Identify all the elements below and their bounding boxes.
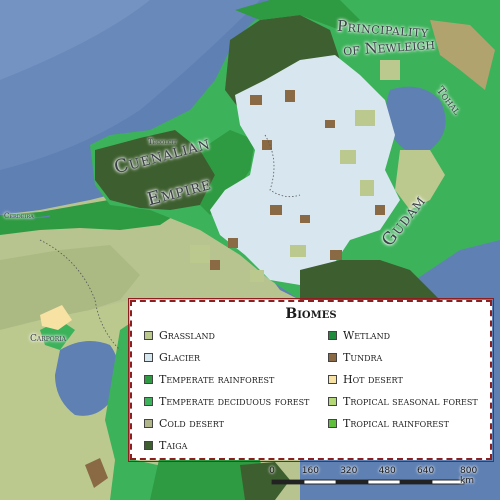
legend-title: Biomes bbox=[285, 306, 337, 322]
east-grassland bbox=[395, 150, 445, 210]
taiga-empire bbox=[95, 130, 215, 210]
legend-item: Grassland bbox=[144, 328, 215, 342]
legend-item: Hot desert bbox=[328, 372, 403, 386]
legend-item: Taiga bbox=[144, 438, 187, 452]
legend-swatch bbox=[144, 330, 153, 340]
scale-tick-label: 320 bbox=[340, 466, 358, 476]
legend-label: Wetland bbox=[343, 328, 390, 342]
legend-label: Taiga bbox=[159, 438, 188, 452]
legend-swatch bbox=[144, 396, 153, 406]
glacier bbox=[210, 55, 400, 285]
legend-item: Wetland bbox=[328, 328, 390, 342]
legend-swatch bbox=[328, 396, 337, 406]
forest-empire-edge bbox=[200, 130, 255, 215]
legend-label: Temperate deciduous forest bbox=[159, 394, 310, 408]
legend-item: Cold desert bbox=[144, 416, 224, 430]
east-forest-south bbox=[300, 260, 440, 300]
east-lake bbox=[386, 86, 446, 154]
scale-bar: 0 160 320 480 640 800 km bbox=[266, 462, 496, 494]
legend-label: Tundra bbox=[343, 350, 383, 364]
legend-label: Grassland bbox=[159, 328, 215, 342]
scale-tick-label: 0 bbox=[269, 466, 275, 476]
legend-swatch bbox=[328, 374, 337, 384]
west-lake bbox=[55, 341, 119, 416]
legend-swatch bbox=[328, 352, 337, 362]
legend-item: Temperate deciduous forest bbox=[144, 394, 309, 408]
legend-label: Hot desert bbox=[343, 372, 403, 386]
legend-label: Tropical rainforest bbox=[343, 416, 449, 430]
legend-item: Temperate rainforest bbox=[144, 372, 274, 386]
east-tundra bbox=[430, 20, 495, 90]
taiga-south bbox=[240, 462, 290, 500]
tundra-sw bbox=[85, 458, 108, 488]
legend-swatch bbox=[328, 418, 337, 428]
legend-swatch bbox=[328, 330, 337, 340]
land-west-darker bbox=[0, 245, 140, 330]
legend-item: Tundra bbox=[328, 350, 382, 364]
forest-south bbox=[105, 320, 200, 500]
hot-desert bbox=[40, 305, 72, 330]
forest-north bbox=[235, 0, 360, 30]
legend-label: Tropical seasonal forest bbox=[343, 394, 478, 408]
scale-tick-label: 480 bbox=[378, 466, 396, 476]
forest-south-3 bbox=[150, 455, 270, 500]
legend-swatch bbox=[144, 418, 153, 428]
ocean-shading bbox=[0, 0, 150, 80]
legend-label: Glacier bbox=[159, 350, 201, 364]
biome-legend: Biomes Grassland Wetland Glacier Tundra Temp… bbox=[128, 298, 494, 462]
scale-tick-label: 640 bbox=[417, 466, 435, 476]
scale-tick-label: 160 bbox=[301, 466, 319, 476]
scale-tick-label: 800 km bbox=[460, 466, 478, 486]
river bbox=[4, 214, 51, 219]
scale-bar-graphic bbox=[271, 479, 465, 485]
legend-item: Glacier bbox=[144, 350, 200, 364]
border-dotted bbox=[264, 134, 301, 198]
legend-swatch bbox=[144, 440, 153, 450]
tundra-patches bbox=[210, 90, 385, 270]
legend-label: Temperate rainforest bbox=[159, 372, 275, 386]
grassland-patches bbox=[190, 60, 400, 282]
legend-item: Tropical rainforest bbox=[328, 416, 449, 430]
legend-swatch bbox=[144, 352, 153, 362]
legend-swatch bbox=[144, 374, 153, 384]
legend-label: Cold desert bbox=[159, 416, 224, 430]
legend-item: Tropical seasonal forest bbox=[328, 394, 478, 408]
